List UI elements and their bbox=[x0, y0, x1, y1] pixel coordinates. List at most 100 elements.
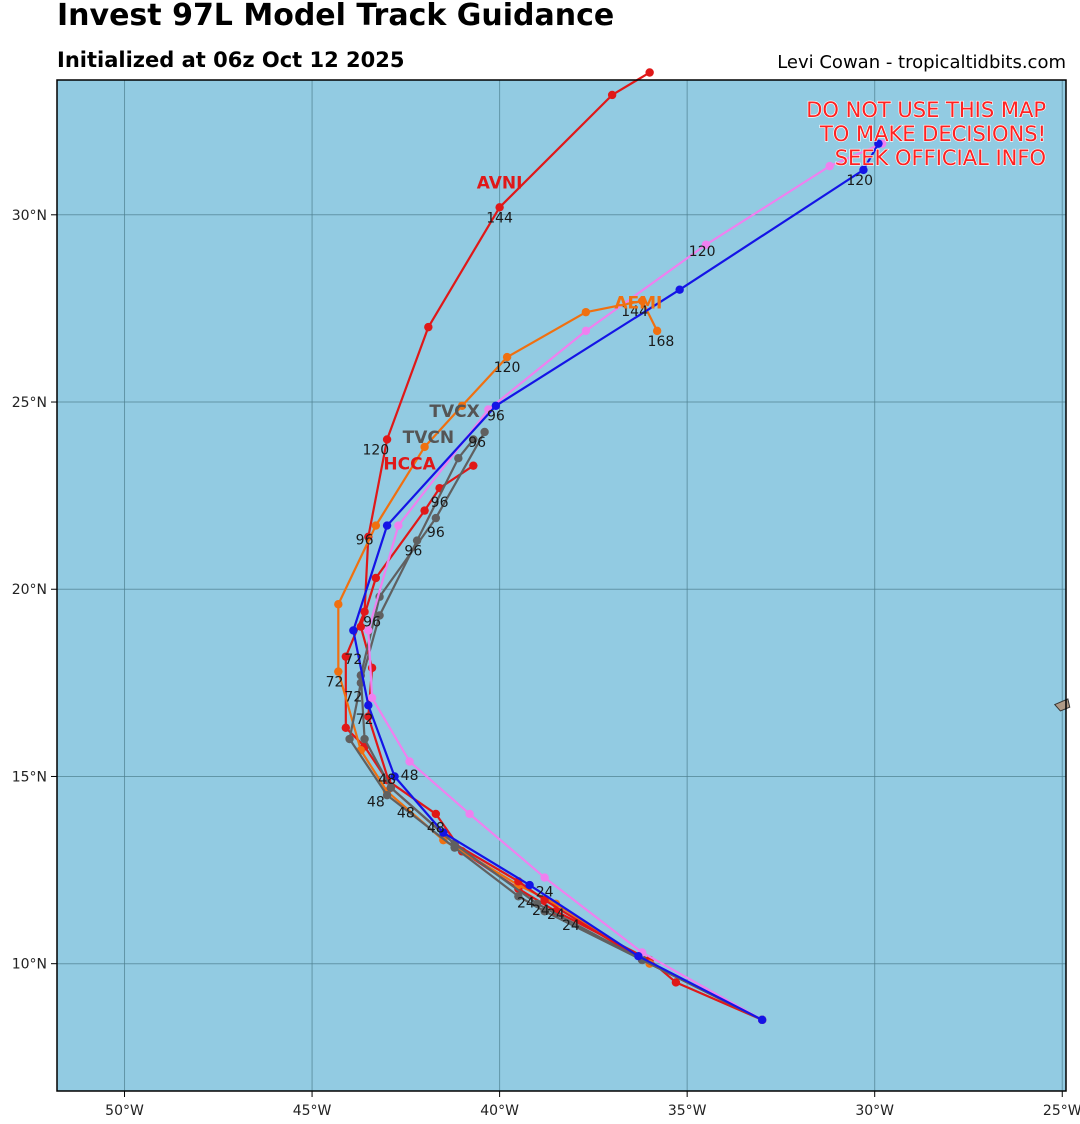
track-point bbox=[581, 307, 591, 317]
track-point bbox=[581, 326, 591, 336]
track-point bbox=[424, 322, 433, 332]
track-point bbox=[356, 622, 366, 631]
warning-line-3: SEEK OFFICIAL INFO bbox=[835, 146, 1046, 170]
tracks-layer bbox=[334, 68, 887, 1025]
y-tick-label: 10°N bbox=[12, 957, 47, 973]
track-point bbox=[645, 68, 654, 77]
forecast-hour-label: 96 bbox=[363, 615, 381, 631]
track-point bbox=[382, 521, 392, 530]
forecast-hour-label: 120 bbox=[689, 244, 716, 260]
track-point bbox=[652, 326, 662, 336]
forecast-hour-label: 48 bbox=[401, 768, 419, 784]
forecast-hour-label: 96 bbox=[427, 525, 445, 541]
track-point bbox=[382, 790, 392, 800]
warning-line-1: DO NOT USE THIS MAP bbox=[806, 98, 1046, 122]
forecast-hour-label: 72 bbox=[326, 675, 344, 691]
x-tick-label: 25°W bbox=[1043, 1103, 1080, 1119]
forecast-hour-label: 72 bbox=[344, 690, 362, 706]
forecast-hour-label: 96 bbox=[468, 435, 486, 451]
model-name-label: TVCN bbox=[403, 428, 454, 448]
forecast-hour-label: 120 bbox=[362, 442, 389, 458]
track-line bbox=[352, 142, 880, 1021]
track-blue bbox=[349, 139, 883, 1025]
forecast-hour-label: 120 bbox=[494, 360, 521, 376]
track-point bbox=[349, 626, 358, 635]
y-tick-label: 15°N bbox=[12, 769, 47, 785]
track-point bbox=[364, 626, 373, 635]
forecast-hour-label: 48 bbox=[378, 772, 396, 788]
track-line bbox=[359, 430, 764, 1021]
model-name-label: AEMI bbox=[614, 293, 662, 313]
forecast-hour-label: 48 bbox=[367, 794, 385, 810]
model-name-label: AVNI bbox=[477, 174, 523, 194]
track-line bbox=[348, 438, 764, 1021]
track-point bbox=[495, 203, 504, 212]
track-point bbox=[502, 352, 512, 362]
track-point bbox=[371, 521, 381, 530]
track-point bbox=[637, 296, 647, 306]
track-point bbox=[334, 667, 343, 676]
track-point bbox=[491, 401, 501, 410]
x-tick-label: 45°W bbox=[293, 1103, 332, 1119]
credit-line: Levi Cowan - tropicaltidbits.com bbox=[777, 52, 1066, 73]
track-point bbox=[439, 828, 448, 837]
model-name-label: HCCA bbox=[383, 454, 436, 474]
track-point bbox=[514, 892, 523, 901]
forecast-hour-label: 120 bbox=[846, 173, 873, 189]
x-tick-label: 30°W bbox=[855, 1103, 894, 1119]
map-title: Invest 97L Model Track Guidance bbox=[57, 0, 615, 33]
track-point bbox=[431, 513, 441, 523]
y-tick-label: 30°N bbox=[12, 208, 47, 224]
track-point bbox=[367, 693, 377, 703]
track-point bbox=[334, 600, 343, 609]
track-point bbox=[420, 506, 429, 515]
track-point bbox=[532, 899, 542, 908]
track-point bbox=[874, 139, 883, 148]
track-point bbox=[390, 772, 399, 781]
track-point bbox=[671, 978, 681, 987]
track-tvcx bbox=[356, 427, 767, 1025]
gridlines bbox=[57, 80, 1066, 1091]
model-name-label: TVCX bbox=[429, 402, 479, 422]
track-point bbox=[607, 90, 617, 100]
ocean-background bbox=[57, 80, 1066, 1091]
track-point bbox=[371, 573, 381, 583]
track-point bbox=[360, 734, 369, 744]
forecast-hour-label: 24 bbox=[536, 884, 554, 900]
track-point bbox=[540, 873, 549, 882]
forecast-hour-label: 72 bbox=[356, 712, 374, 728]
forecast-hour-label: 48 bbox=[427, 821, 445, 837]
track-point bbox=[345, 734, 354, 744]
track-point bbox=[825, 161, 834, 171]
track-point bbox=[469, 461, 478, 470]
forecast-hour-label: 144 bbox=[621, 304, 648, 320]
track-point bbox=[701, 240, 711, 249]
track-point bbox=[480, 427, 489, 437]
forecast-hour-label: 48 bbox=[397, 806, 415, 822]
forecast-hour-label: 96 bbox=[431, 495, 449, 511]
x-tick-label: 50°W bbox=[105, 1103, 144, 1119]
hour-labels-layer: 1441209672482414416812072969696969696727… bbox=[326, 173, 873, 934]
forecast-hour-label: 96 bbox=[404, 544, 422, 560]
init-time: Initialized at 06z Oct 12 2025 bbox=[57, 48, 405, 72]
track-point bbox=[431, 809, 441, 819]
track-point bbox=[454, 453, 463, 463]
track-line bbox=[344, 71, 764, 1021]
map-frame bbox=[56, 79, 1067, 1092]
forecast-hour-label: 96 bbox=[356, 532, 374, 548]
forecast-hour-label: 24 bbox=[547, 907, 565, 923]
forecast-hour-label: 96 bbox=[487, 409, 505, 425]
track-point bbox=[540, 895, 549, 905]
track-point bbox=[465, 809, 474, 819]
model-labels-layer: AVNI AEMI HCCA TVCN TVCX bbox=[383, 174, 662, 475]
x-tick-label: 35°W bbox=[668, 1103, 707, 1119]
forecast-hour-label: 72 bbox=[344, 652, 362, 668]
forecast-hour-label: 144 bbox=[486, 210, 513, 226]
forecast-hour-label: 24 bbox=[562, 918, 580, 934]
track-point bbox=[382, 435, 392, 444]
forecast-hour-label: 24 bbox=[517, 896, 535, 912]
y-tick-label: 25°N bbox=[12, 395, 47, 411]
track-point bbox=[675, 285, 684, 294]
y-tick-label: 20°N bbox=[12, 582, 47, 598]
track-point bbox=[375, 611, 384, 620]
